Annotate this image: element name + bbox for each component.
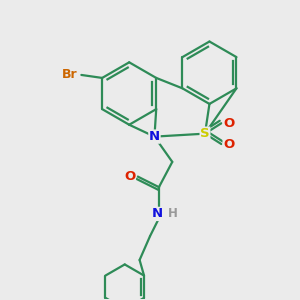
Text: N: N [152, 207, 163, 220]
Text: Br: Br [62, 68, 77, 82]
Text: H: H [168, 207, 178, 220]
Text: O: O [124, 170, 135, 183]
Text: O: O [223, 117, 234, 130]
Text: N: N [149, 130, 160, 143]
Text: O: O [223, 138, 234, 151]
Text: S: S [200, 127, 210, 140]
